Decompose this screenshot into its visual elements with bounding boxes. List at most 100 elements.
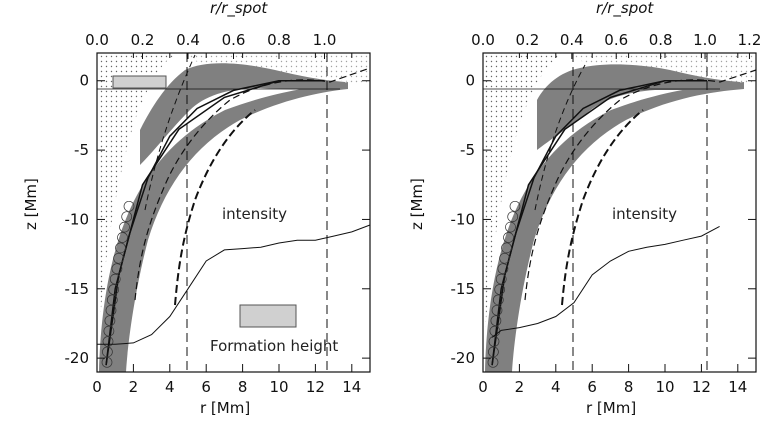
- left-intensity-label: intensity: [222, 205, 287, 223]
- circle-marker: [488, 336, 500, 347]
- circle-marker: [487, 356, 499, 368]
- left-ylabel: z [Mm]: [22, 178, 40, 230]
- left-dashed-curve-1: [134, 67, 371, 301]
- right-shaded-band-upper: [537, 64, 740, 150]
- x-tick-label: 0: [478, 378, 488, 396]
- circle-marker: [488, 346, 499, 358]
- y-tick-label: -5: [460, 141, 475, 159]
- y-tick-label: -15: [451, 280, 476, 298]
- circle-marker: [123, 200, 135, 212]
- x-tick-label: 6: [587, 378, 597, 396]
- top-tick-label: 0.6: [222, 31, 246, 49]
- formation-height-label: Formation height: [210, 337, 338, 355]
- x-tick-label: 4: [551, 378, 561, 396]
- left-dotted-region-upper: [182, 53, 370, 85]
- circle-marker: [121, 211, 133, 223]
- x-tick-label: 4: [165, 378, 175, 396]
- right-axis-ticks: 0 2 4 6 8 10 12 14 0 -5 -10 -15 -20 0.0 0.2 0.4 0.6 0.8 1.…: [451, 31, 762, 396]
- top-tick-label: 1.0: [313, 31, 337, 49]
- left-shaded-band-lower: [99, 82, 348, 372]
- left-top-xlabel: r/r_spot: [210, 0, 268, 18]
- top-tick-label: 0.8: [649, 31, 673, 49]
- right-panel: intensity 0 2 4 6 8 10 12 140-5-10-15-200.0 0.2 0…: [408, 0, 761, 417]
- left-dotted-region: [97, 53, 182, 372]
- top-tick-label: 0.0: [471, 31, 495, 49]
- top-tick-label: 0.0: [85, 31, 109, 49]
- circle-marker: [106, 294, 118, 306]
- x-tick-label: 6: [201, 378, 211, 396]
- left-axis-ticks: 0 2 4 6 8 10 12 14 0 -5 -10 -15 -20 0.0 0.2 0.4 0.6 0.8 1.…: [65, 31, 370, 396]
- left-field-line-inner: [105, 79, 325, 366]
- top-tick-label: 0.2: [131, 31, 155, 49]
- y-tick-label: -15: [65, 280, 90, 298]
- x-tick-label: 14: [342, 378, 361, 396]
- circle-marker: [497, 263, 509, 275]
- circle-marker: [495, 273, 507, 285]
- y-tick-label: 0: [79, 72, 89, 90]
- circle-marker: [105, 304, 117, 316]
- circle-marker: [102, 336, 114, 347]
- circle-marker: [505, 221, 516, 233]
- circle-marker: [115, 242, 126, 254]
- right-intensity-curve: [491, 225, 720, 338]
- circle-marker: [102, 346, 113, 358]
- circle-marker: [101, 356, 113, 368]
- x-tick-label: 8: [624, 378, 634, 396]
- x-tick-label: 12: [692, 378, 711, 396]
- x-tick-label: 2: [515, 378, 525, 396]
- y-tick-label: -5: [74, 141, 89, 159]
- left-circle-markers: [101, 200, 135, 368]
- top-tick-label: 0.4: [560, 31, 584, 49]
- y-tick-label: -20: [65, 349, 90, 367]
- circle-marker: [104, 315, 116, 327]
- top-tick-label: 0.8: [267, 31, 291, 49]
- circle-marker: [103, 325, 115, 337]
- right-intensity-label: intensity: [612, 205, 677, 223]
- circle-marker: [494, 284, 506, 295]
- x-tick-label: 2: [129, 378, 139, 396]
- circle-marker: [490, 315, 502, 327]
- circle-marker: [507, 211, 519, 223]
- x-tick-label: 8: [238, 378, 248, 396]
- x-tick-label: 14: [728, 378, 747, 396]
- x-tick-label: 10: [655, 378, 674, 396]
- circle-marker: [499, 252, 510, 264]
- right-ylabel: z [Mm]: [408, 178, 426, 230]
- right-top-xlabel: r/r_spot: [596, 0, 654, 18]
- y-tick-label: -10: [65, 210, 90, 228]
- top-tick-label: 1.0: [693, 31, 717, 49]
- y-tick-label: -20: [451, 349, 476, 367]
- right-dotted-region: [483, 53, 568, 372]
- left-panel: intensity Formation height 0 2 4 6 8 10 12 140-…: [22, 0, 371, 417]
- left-formation-height-box-top: [112, 75, 167, 89]
- circle-marker: [491, 304, 503, 316]
- top-tick-label: 0.4: [176, 31, 200, 49]
- left-xlabel: r [Mm]: [200, 399, 250, 417]
- right-xlabel: r [Mm]: [586, 399, 636, 417]
- circle-marker: [113, 252, 124, 264]
- circle-marker: [503, 232, 514, 243]
- top-tick-label: 0.2: [515, 31, 539, 49]
- right-dashed-curve-1: [524, 69, 757, 301]
- circle-marker: [509, 200, 521, 212]
- y-tick-label: 0: [465, 72, 475, 90]
- formation-height-legend-box: [239, 304, 297, 328]
- right-circle-markers: [487, 200, 521, 368]
- top-tick-label: 1.2: [738, 31, 762, 49]
- circle-marker: [108, 284, 120, 295]
- x-tick-label: 10: [269, 378, 288, 396]
- x-tick-label: 0: [92, 378, 102, 396]
- right-dashed-curve-2: [561, 109, 644, 306]
- left-dashed-curve-2: [174, 109, 256, 306]
- right-field-line-inner: [491, 79, 707, 366]
- circle-marker: [117, 232, 128, 243]
- left-intensity-curve: [97, 224, 371, 345]
- right-shaded-band-lower: [485, 82, 744, 372]
- top-tick-label: 0.6: [604, 31, 628, 49]
- circle-marker: [109, 273, 121, 285]
- x-tick-label: 12: [306, 378, 325, 396]
- circle-marker: [492, 294, 504, 306]
- circle-marker: [501, 242, 512, 254]
- circle-marker: [111, 263, 123, 275]
